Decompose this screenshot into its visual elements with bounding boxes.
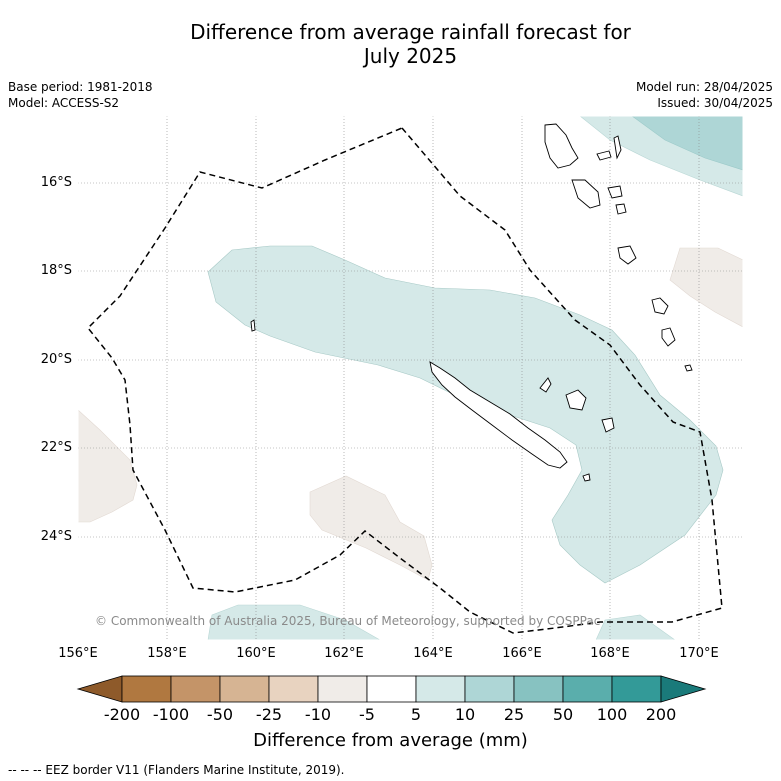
map-layers xyxy=(78,116,743,640)
colorbar-tick-label: 10 xyxy=(454,705,476,724)
vanuatu-erromango xyxy=(617,245,637,265)
new-caledonia-island xyxy=(429,361,568,469)
title-line-1: Difference from average rainfall forecas… xyxy=(190,20,631,44)
vanuatu-malekula xyxy=(571,179,601,209)
eez-border xyxy=(86,127,723,634)
anomaly-10-25-southeast xyxy=(595,614,676,640)
colorbar-bin xyxy=(415,675,466,703)
lat-label-20s: 20°S xyxy=(40,352,72,367)
colorbar-tick-label: -200 xyxy=(103,705,141,724)
lon-label-158e: 158°E xyxy=(147,646,187,661)
colorbar-tick-label: -100 xyxy=(152,705,190,724)
loyalty-island-mare xyxy=(601,417,615,433)
colorbar-tick-label: -50 xyxy=(206,705,234,724)
gridlines xyxy=(78,116,743,640)
vanuatu-tanna xyxy=(651,297,669,315)
lon-label-168e: 168°E xyxy=(590,646,630,661)
vanuatu-aneityum xyxy=(661,327,676,347)
colorbar-bin xyxy=(611,675,662,703)
vanuatu-maewo-pentecost xyxy=(613,135,622,160)
colorbar-bin xyxy=(268,675,319,703)
vanuatu-espiritu-santo xyxy=(544,123,579,169)
colorbar-tick-label: 100 xyxy=(596,705,628,724)
isle-of-pines xyxy=(582,473,591,482)
colorbar-bin xyxy=(121,675,172,703)
meta-right: Model run: 28/04/2025 Issued: 30/04/2025 xyxy=(636,79,773,111)
lon-label-156e: 156°E xyxy=(58,646,98,661)
lon-label-170e: 170°E xyxy=(679,646,719,661)
anomaly-10-25-main xyxy=(207,245,724,584)
eez-footnote: -- -- -- EEZ border V11 (Flanders Marine… xyxy=(8,763,345,777)
title-line-2: July 2025 xyxy=(363,44,458,68)
colorbar-tick-label: 5 xyxy=(410,705,422,724)
colorbar-tick-label: -5 xyxy=(359,705,375,724)
model-name: Model: ACCESS-S2 xyxy=(8,96,120,110)
vanuatu-epi xyxy=(607,185,623,199)
colorbar-bin xyxy=(464,675,515,703)
map-frame xyxy=(77,115,744,641)
anomaly-25-50-northeast xyxy=(631,116,743,171)
colorbar-tick-label: -25 xyxy=(255,705,283,724)
lat-label-16s: 16°S xyxy=(40,175,72,190)
colorbar-bin xyxy=(170,675,221,703)
loyalty-island-lifou xyxy=(565,389,587,411)
copyright-notice: © Commonwealth of Australia 2025, Bureau… xyxy=(95,614,601,628)
anomaly-neg5-10-center xyxy=(309,475,433,581)
lat-label-22s: 22°S xyxy=(40,440,72,455)
colorbar-bin xyxy=(366,675,417,703)
coastlines xyxy=(250,123,693,482)
issued-date: Issued: 30/04/2025 xyxy=(657,96,773,110)
colorbar-extend-low xyxy=(76,675,123,703)
colorbar-tick-label: 25 xyxy=(503,705,525,724)
colorbar-bin xyxy=(513,675,564,703)
lon-label-162e: 162°E xyxy=(324,646,364,661)
vanuatu-efate xyxy=(615,203,627,215)
lon-label-164e: 164°E xyxy=(413,646,453,661)
lon-label-166e: 166°E xyxy=(502,646,542,661)
base-period: Base period: 1981-2018 xyxy=(8,80,153,94)
loyalty-island-ouvea xyxy=(539,377,552,393)
colorbar-bin xyxy=(562,675,613,703)
vanuatu-ambae xyxy=(596,150,612,161)
lat-label-18s: 18°S xyxy=(40,263,72,278)
lat-label-24s: 24°S xyxy=(40,529,72,544)
anomaly-10-25-south xyxy=(207,604,381,640)
anomaly-neg5-10-west xyxy=(78,409,138,523)
colorbar-bin xyxy=(219,675,270,703)
colorbar-tick-label: 200 xyxy=(645,705,677,724)
colorbar-tick-label: 50 xyxy=(552,705,574,724)
colorbar-tick-label: -10 xyxy=(304,705,332,724)
colorbar xyxy=(76,675,707,703)
meta-left: Base period: 1981-2018 Model: ACCESS-S2 xyxy=(8,79,153,111)
colorbar-extend-high xyxy=(660,675,707,703)
colorbar-title: Difference from average (mm) xyxy=(253,730,528,751)
anomaly-neg5-10-east xyxy=(669,247,743,328)
islet-east xyxy=(684,364,693,372)
islet-west xyxy=(250,319,256,332)
chart-title: Difference from average rainfall forecas… xyxy=(0,20,781,68)
model-run: Model run: 28/04/2025 xyxy=(635,80,773,94)
lon-label-160e: 160°E xyxy=(236,646,276,661)
colorbar-bin xyxy=(317,675,368,703)
